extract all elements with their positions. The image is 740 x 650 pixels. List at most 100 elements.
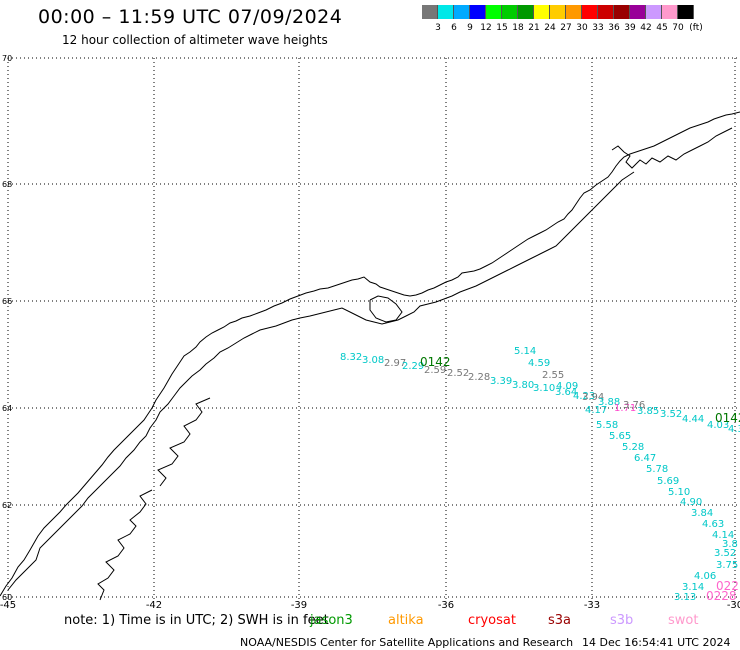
wave-height-label: 3.75 bbox=[716, 560, 738, 571]
wave-height-label: 0228 bbox=[706, 589, 737, 603]
coastline-fjords-2 bbox=[157, 397, 211, 487]
color-scale-label: 42 bbox=[640, 23, 652, 33]
wave-height-label: 3.64 bbox=[555, 387, 577, 398]
coastline-north bbox=[611, 127, 733, 169]
wave-height-label: 022 bbox=[716, 579, 739, 593]
color-scale-label: 3 bbox=[435, 23, 441, 33]
mission-label: s3a bbox=[548, 613, 572, 628]
wave-height-label: 3.13 bbox=[674, 592, 696, 603]
mission-label: altika bbox=[388, 613, 424, 628]
mission-label: s3b bbox=[610, 613, 634, 628]
lat-lon-grid bbox=[7, 57, 740, 600]
color-scale-label: 15 bbox=[496, 23, 508, 33]
color-scale-label: 24 bbox=[544, 23, 556, 33]
wave-height-label: 4.3 bbox=[728, 424, 740, 435]
latitude-label: 68 bbox=[2, 180, 12, 189]
color-scale-label: 6 bbox=[451, 23, 457, 33]
latitude-label: 66 bbox=[2, 297, 12, 306]
wave-height-label: 1.71 bbox=[614, 403, 636, 414]
color-swatch bbox=[422, 5, 438, 19]
latitude-label: 60 bbox=[2, 593, 12, 602]
wave-height-label: 0142 bbox=[715, 411, 740, 425]
credit-line: NOAA/NESDIS Center for Satellite Applica… bbox=[240, 636, 574, 649]
color-scale-label: 18 bbox=[512, 23, 524, 33]
longitude-label: -33 bbox=[584, 600, 600, 610]
color-scale-swatches bbox=[422, 5, 694, 19]
wave-height-label: 2.55 bbox=[542, 370, 564, 381]
wave-height-label: 4.23 bbox=[573, 391, 595, 402]
wave-height-label: 4.03 bbox=[707, 420, 729, 431]
color-swatch bbox=[678, 5, 694, 19]
color-swatch bbox=[518, 5, 534, 19]
color-swatch bbox=[566, 5, 582, 19]
color-swatch bbox=[662, 5, 678, 19]
color-swatch bbox=[502, 5, 518, 19]
color-swatch bbox=[534, 5, 550, 19]
longitude-label: -30 bbox=[727, 600, 740, 610]
wave-height-label: 4.90 bbox=[680, 497, 702, 508]
generation-timestamp: 14 Dec 16:54:41 UTC 2024 bbox=[582, 636, 731, 649]
wave-height-label: 3.84 bbox=[691, 508, 713, 519]
wave-height-label: 0142 bbox=[420, 355, 451, 369]
wave-height-label: 8.32 bbox=[340, 352, 362, 363]
coastline-island bbox=[369, 295, 403, 323]
color-scale-label: (ft) bbox=[689, 23, 703, 33]
color-scale-label: 33 bbox=[592, 23, 604, 33]
color-scale-label: 27 bbox=[560, 23, 572, 33]
footer-note: note: 1) Time is in UTC; 2) SWH is in fe… bbox=[64, 613, 329, 628]
color-swatch bbox=[438, 5, 454, 19]
wave-height-label: 2.28 bbox=[468, 372, 490, 383]
wave-height-label: 3.14 bbox=[682, 582, 704, 593]
wave-height-label: 3.8 bbox=[722, 539, 738, 550]
wave-height-label: 4.09 bbox=[556, 381, 578, 392]
latitude-label: 62 bbox=[2, 501, 12, 510]
greenland-coastline bbox=[0, 111, 740, 601]
wave-height-label: 5.65 bbox=[609, 431, 631, 442]
wave-height-label: 3.80 bbox=[512, 380, 534, 391]
wave-height-label: 3.76 bbox=[623, 400, 645, 411]
color-swatch bbox=[630, 5, 646, 19]
latitude-label: 64 bbox=[2, 404, 12, 413]
color-swatch bbox=[646, 5, 662, 19]
color-scale-label: 45 bbox=[656, 23, 668, 33]
wave-height-label: 3.52 bbox=[714, 548, 736, 559]
coastline-fjords-1 bbox=[97, 489, 153, 601]
wave-height-label: 4.44 bbox=[682, 414, 704, 425]
wave-height-label: 2.52 bbox=[447, 368, 469, 379]
wave-height-label: 5.28 bbox=[622, 442, 644, 453]
color-scale-label: 9 bbox=[467, 23, 473, 33]
color-swatch bbox=[550, 5, 566, 19]
wave-height-label: 5.69 bbox=[657, 476, 679, 487]
wave-height-label: 5.58 bbox=[596, 420, 618, 431]
longitude-label: -39 bbox=[291, 600, 307, 610]
color-scale-labels: 3 6 9 12 15 18 21 24 27 30 33 36 39 42 45 70 (ft) bbox=[422, 23, 740, 35]
wave-height-label: 5.78 bbox=[646, 464, 668, 475]
wave-height-label: 3.08 bbox=[362, 355, 384, 366]
axis-labels: 70 68 66 64 62 60-45 -42 -39 -36 -33 -30 bbox=[0, 54, 740, 610]
wave-height-label: 2.29 bbox=[402, 361, 424, 372]
mission-label: cryosat bbox=[468, 613, 516, 628]
wave-height-label: 6.47 bbox=[634, 453, 656, 464]
longitude-label: -36 bbox=[438, 600, 454, 610]
wave-height-label: 3.39 bbox=[490, 376, 512, 387]
mission-label: jason3 bbox=[310, 613, 353, 628]
wave-height-label: 5.10 bbox=[668, 487, 690, 498]
wave-height-label: 3.52 bbox=[660, 409, 682, 420]
wave-height-label: 4.14 bbox=[712, 530, 734, 541]
wave-height-label: 3.94 bbox=[582, 392, 604, 403]
wave-height-label: 4.06 bbox=[694, 571, 716, 582]
color-swatch bbox=[486, 5, 502, 19]
color-scale-label: 30 bbox=[576, 23, 588, 33]
wave-height-label: 4.63 bbox=[702, 519, 724, 530]
coastline-inner bbox=[7, 171, 635, 591]
color-scale-label: 39 bbox=[624, 23, 636, 33]
wave-height-label: 3.88 bbox=[598, 397, 620, 408]
wave-height-label: 4.17 bbox=[585, 405, 607, 416]
wave-height-label: 4.59 bbox=[528, 358, 550, 369]
color-swatch bbox=[454, 5, 470, 19]
color-scale-label: 12 bbox=[480, 23, 492, 33]
longitude-label: -45 bbox=[0, 600, 16, 610]
color-swatch bbox=[598, 5, 614, 19]
wave-height-label: 3.85 bbox=[637, 406, 659, 417]
